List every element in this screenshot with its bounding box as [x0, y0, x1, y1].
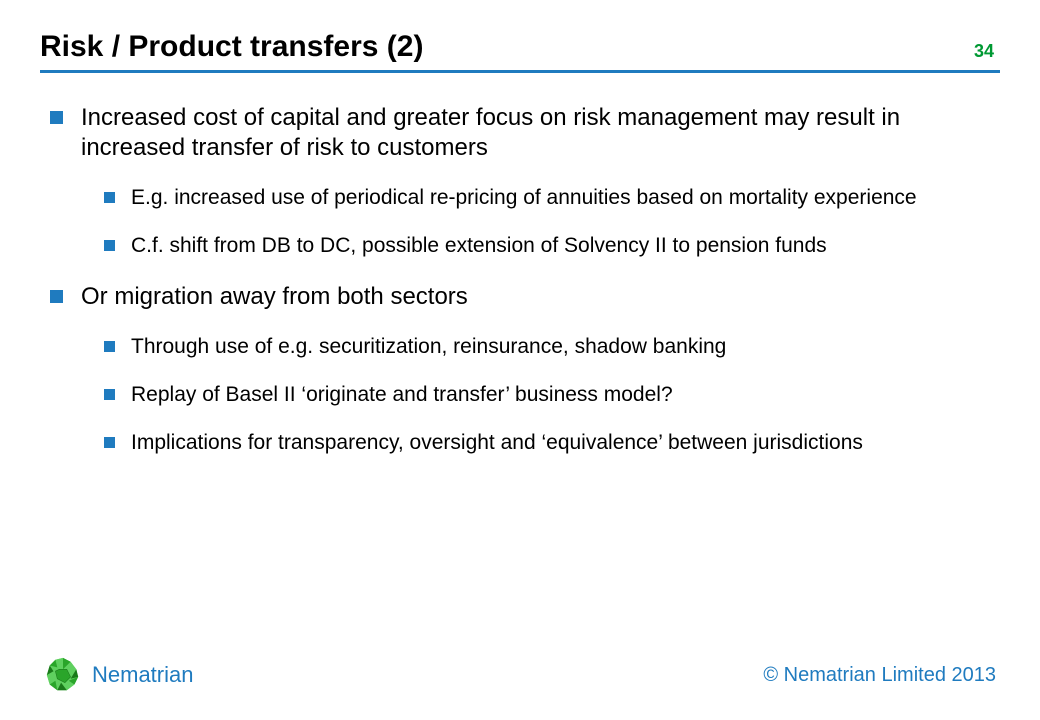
square-bullet-icon — [104, 389, 115, 400]
bullet-level-2: Implications for transparency, oversight… — [104, 430, 1000, 456]
square-bullet-icon — [104, 240, 115, 251]
bullet-text: Through use of e.g. securitization, rein… — [131, 334, 726, 360]
brand-name: Nematrian — [92, 662, 193, 688]
square-bullet-icon — [104, 437, 115, 448]
copyright-text: © Nematrian Limited 2013 — [763, 664, 996, 687]
bullet-level-1: Or migration away from both sectors — [50, 282, 1000, 312]
slide-header: Risk / Product transfers (2) 34 — [40, 30, 1000, 73]
footer-left: Nematrian — [44, 656, 193, 694]
square-bullet-icon — [50, 111, 63, 124]
slide-content: Increased cost of capital and greater fo… — [40, 103, 1000, 656]
bullet-text: Or migration away from both sectors — [81, 282, 468, 312]
bullet-text: Replay of Basel II ‘originate and transf… — [131, 382, 673, 408]
bullet-level-2: Through use of e.g. securitization, rein… — [104, 334, 1000, 360]
bullet-level-2: C.f. shift from DB to DC, possible exten… — [104, 233, 1000, 259]
bullet-level-2: E.g. increased use of periodical re-pric… — [104, 185, 1000, 211]
bullet-text: E.g. increased use of periodical re-pric… — [131, 185, 917, 211]
bullet-level-2: Replay of Basel II ‘originate and transf… — [104, 382, 1000, 408]
bullet-text: Increased cost of capital and greater fo… — [81, 103, 1000, 163]
square-bullet-icon — [50, 290, 63, 303]
page-number: 34 — [974, 41, 1000, 64]
slide-footer: Nematrian © Nematrian Limited 2013 — [40, 656, 1000, 700]
bullet-text: Implications for transparency, oversight… — [131, 430, 863, 456]
nematrian-logo-icon — [44, 656, 82, 694]
slide-title: Risk / Product transfers (2) — [40, 30, 423, 64]
square-bullet-icon — [104, 192, 115, 203]
bullet-text: C.f. shift from DB to DC, possible exten… — [131, 233, 827, 259]
slide: Risk / Product transfers (2) 34 Increase… — [0, 0, 1040, 720]
bullet-level-1: Increased cost of capital and greater fo… — [50, 103, 1000, 163]
square-bullet-icon — [104, 341, 115, 352]
